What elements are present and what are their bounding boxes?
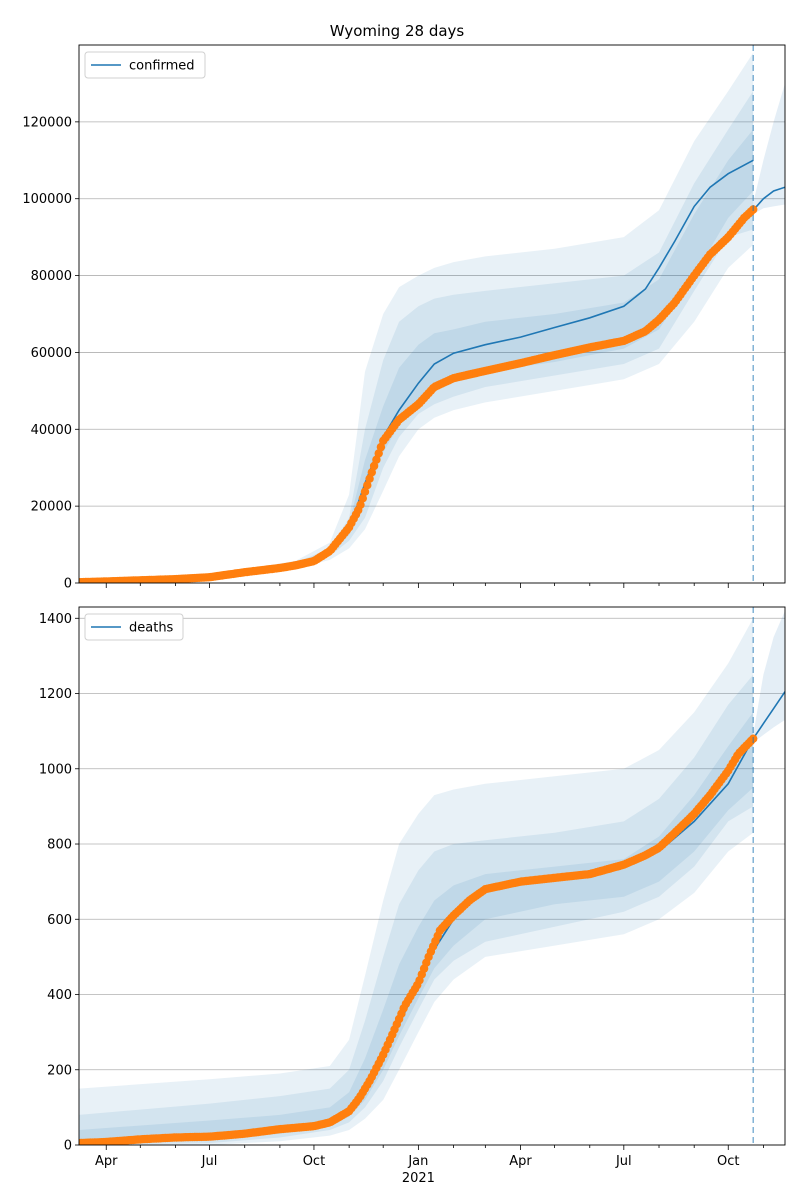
panel-deaths: 0 200 400 600 800 1000 1200 1400 deaths	[39, 606, 786, 1154]
observed-point	[374, 449, 383, 458]
band-outer	[79, 52, 754, 583]
forecast-band	[753, 610, 785, 743]
y-tick-label: 800	[47, 838, 72, 853]
legend-label: confirmed	[129, 59, 195, 74]
observed-point	[356, 500, 365, 509]
y-tick-label: 1200	[39, 687, 72, 702]
y-tick-label: 1400	[39, 612, 72, 627]
band-outer	[79, 618, 754, 1145]
observed-point	[363, 481, 372, 490]
panel-confirmed: 0 20000 40000 60000 80000 100000 120000 confirm…	[22, 44, 786, 592]
observed-point	[360, 487, 370, 496]
y-tick-label: 400	[47, 988, 72, 1003]
chart-title: Wyoming 28 days	[330, 22, 465, 40]
y-tick-label: 200	[47, 1063, 72, 1078]
plot-area	[79, 610, 785, 1145]
observed-point	[376, 442, 386, 452]
x-year-label: 2021	[402, 1171, 435, 1186]
legend: confirmed	[84, 51, 206, 79]
x-tick-label: Apr	[95, 1154, 118, 1169]
x-tick-label: Jul	[615, 1154, 632, 1169]
x-axis: Apr Jul Oct Jan Apr Jul Oct 2021	[95, 1154, 739, 1186]
plot-area	[79, 52, 785, 583]
legend-box	[84, 51, 206, 79]
observed-point	[372, 455, 381, 464]
y-tick-label: 120000	[22, 115, 72, 130]
band-inner	[79, 91, 754, 583]
plot-frame	[78, 44, 786, 584]
band-inner	[79, 674, 754, 1145]
forecast-line	[752, 691, 785, 740]
forecast-band	[753, 83, 785, 215]
observed-point	[365, 474, 374, 483]
y-tick-label: 600	[47, 913, 72, 928]
band-core	[79, 129, 754, 583]
legend-label: deaths	[129, 621, 174, 636]
x-tick-label: Apr	[509, 1154, 532, 1169]
x-tick-label: Jan	[407, 1154, 428, 1169]
y-tick-label: 100000	[22, 192, 72, 207]
y-tick-label: 60000	[31, 346, 72, 361]
x-tick-label: Oct	[717, 1154, 739, 1169]
y-tick-label: 20000	[31, 500, 72, 515]
plot-frame	[78, 606, 786, 1146]
legend-box	[84, 613, 184, 641]
y-tick-label: 80000	[31, 269, 72, 284]
y-tick-label: 1000	[39, 762, 72, 777]
observed-point	[358, 494, 367, 503]
y-tick-label: 40000	[31, 423, 72, 438]
legend: deaths	[84, 613, 184, 641]
y-tick-label: 0	[64, 577, 72, 592]
y-tick-label: 0	[64, 1139, 72, 1154]
observed-point	[367, 468, 376, 477]
x-tick-label: Jul	[201, 1154, 218, 1169]
x-tick-label: Oct	[303, 1154, 325, 1169]
observed-point	[369, 461, 379, 471]
forecast-line	[752, 186, 785, 211]
